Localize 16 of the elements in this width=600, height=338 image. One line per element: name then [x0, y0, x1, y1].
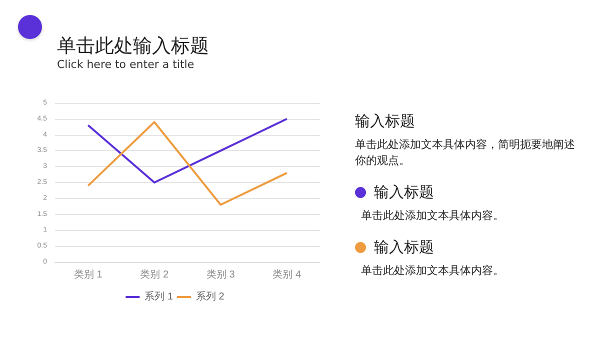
text: 单击此处添加文本具体内容。: [360, 208, 505, 224]
text: 输入标题: [374, 183, 434, 202]
x-tick-label: 类别 4: [272, 268, 302, 280]
x-tick-label: 类别 2: [140, 268, 169, 280]
x-tick-label: 类别 3: [206, 268, 236, 280]
chart-subtitle: Click here to enter a title: [57, 58, 194, 71]
text: 单击此处添加文本具体内容，简明扼要地阐述你的观点。: [355, 137, 576, 169]
line-series: [87, 118, 288, 184]
text: 单击此处添加文本具体内容。: [360, 263, 505, 279]
chart-title: 单击此处输入标题: [57, 34, 209, 59]
x-tick-label: 类别 1: [74, 268, 103, 280]
text: 输入标题: [374, 238, 434, 257]
legend-label: 系列 1: [144, 290, 174, 302]
text: 输入标题: [355, 112, 415, 131]
line-series: [87, 121, 288, 206]
legend-label: 系列 2: [196, 290, 225, 302]
